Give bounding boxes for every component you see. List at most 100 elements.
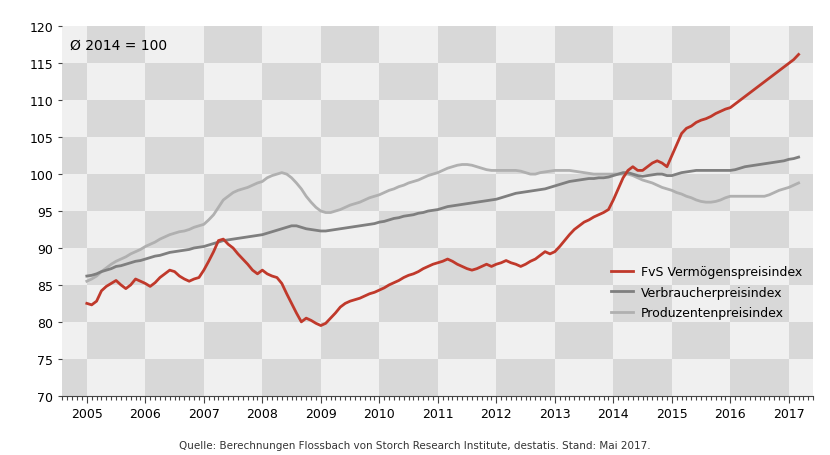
- Bar: [145, 248, 204, 285]
- Bar: [379, 138, 437, 175]
- Bar: [496, 101, 554, 138]
- Bar: [730, 359, 788, 396]
- Bar: [613, 285, 671, 322]
- Bar: [87, 175, 145, 212]
- Bar: [496, 212, 554, 248]
- Bar: [671, 175, 730, 212]
- Bar: [554, 101, 613, 138]
- Verbraucherpreisindex: [642, 173, 652, 179]
- Bar: [613, 248, 671, 285]
- Bar: [204, 285, 262, 322]
- Bar: [87, 322, 145, 359]
- Bar: [204, 322, 262, 359]
- Bar: [730, 27, 788, 64]
- Bar: [437, 248, 496, 285]
- Bar: [262, 175, 321, 212]
- Bar: [379, 175, 437, 212]
- Bar: [613, 101, 671, 138]
- Bar: [554, 248, 613, 285]
- Bar: [262, 101, 321, 138]
- Bar: [145, 101, 204, 138]
- Bar: [204, 27, 262, 64]
- Bar: [262, 285, 321, 322]
- Bar: [262, 248, 321, 285]
- Bar: [204, 138, 262, 175]
- Bar: [788, 285, 813, 322]
- Bar: [321, 212, 379, 248]
- Produzentenpreisindex: [272, 172, 282, 177]
- Bar: [437, 285, 496, 322]
- Bar: [788, 212, 813, 248]
- Bar: [496, 322, 554, 359]
- FvS Vermögenspreisindex: [579, 220, 589, 225]
- Bar: [204, 64, 262, 101]
- Bar: [379, 212, 437, 248]
- Bar: [437, 212, 496, 248]
- Bar: [613, 138, 671, 175]
- Bar: [321, 322, 379, 359]
- Bar: [321, 138, 379, 175]
- Produzentenpreisindex: [793, 181, 803, 186]
- Bar: [87, 27, 145, 64]
- Bar: [62, 285, 87, 322]
- Bar: [613, 359, 671, 396]
- Bar: [145, 322, 204, 359]
- Bar: [437, 27, 496, 64]
- Legend: FvS Vermögenspreisindex, Verbraucherpreisindex, Produzentenpreisindex: FvS Vermögenspreisindex, Verbraucherprei…: [606, 261, 807, 324]
- Bar: [145, 285, 204, 322]
- Bar: [788, 138, 813, 175]
- Bar: [613, 64, 671, 101]
- FvS Vermögenspreisindex: [272, 275, 282, 281]
- Bar: [87, 101, 145, 138]
- Bar: [262, 212, 321, 248]
- Produzentenpreisindex: [476, 166, 486, 172]
- Bar: [62, 322, 87, 359]
- Produzentenpreisindex: [637, 178, 647, 183]
- Bar: [496, 248, 554, 285]
- FvS Vermögenspreisindex: [637, 168, 647, 174]
- Bar: [613, 27, 671, 64]
- Bar: [321, 175, 379, 212]
- Bar: [788, 64, 813, 101]
- Bar: [730, 248, 788, 285]
- Bar: [554, 212, 613, 248]
- Bar: [788, 359, 813, 396]
- Bar: [87, 212, 145, 248]
- Bar: [730, 322, 788, 359]
- Bar: [379, 285, 437, 322]
- Bar: [204, 175, 262, 212]
- Bar: [262, 64, 321, 101]
- Bar: [496, 138, 554, 175]
- Produzentenpreisindex: [579, 171, 589, 176]
- Bar: [262, 138, 321, 175]
- Bar: [554, 359, 613, 396]
- Bar: [262, 27, 321, 64]
- Bar: [671, 27, 730, 64]
- Bar: [671, 138, 730, 175]
- Bar: [62, 27, 87, 64]
- Verbraucherpreisindex: [632, 173, 642, 179]
- Produzentenpreisindex: [311, 205, 321, 211]
- Bar: [554, 27, 613, 64]
- Bar: [204, 101, 262, 138]
- Bar: [730, 212, 788, 248]
- Bar: [788, 175, 813, 212]
- Bar: [62, 101, 87, 138]
- Bar: [379, 359, 437, 396]
- Bar: [437, 64, 496, 101]
- Bar: [262, 359, 321, 396]
- Bar: [788, 27, 813, 64]
- Verbraucherpreisindex: [472, 200, 482, 206]
- Bar: [671, 359, 730, 396]
- Bar: [496, 359, 554, 396]
- Bar: [554, 175, 613, 212]
- FvS Vermögenspreisindex: [647, 161, 657, 167]
- Bar: [437, 175, 496, 212]
- Bar: [730, 138, 788, 175]
- Bar: [87, 285, 145, 322]
- Bar: [379, 64, 437, 101]
- Verbraucherpreisindex: [272, 228, 282, 233]
- Bar: [554, 285, 613, 322]
- Verbraucherpreisindex: [574, 178, 584, 183]
- Bar: [788, 101, 813, 138]
